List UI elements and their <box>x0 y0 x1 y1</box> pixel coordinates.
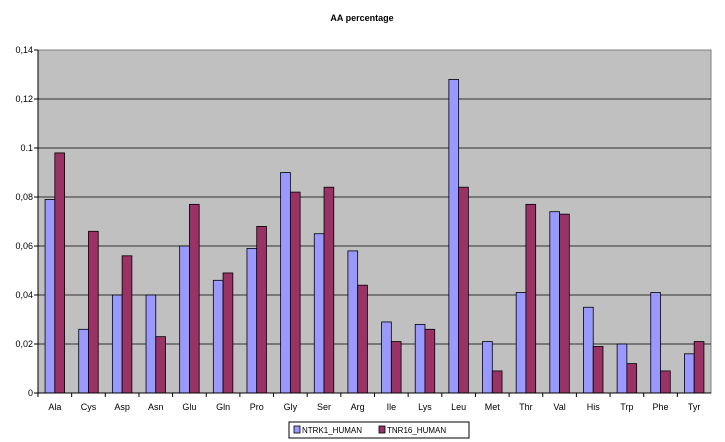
x-tick-label: Lys <box>418 402 432 412</box>
bar-ntrk1-human-val <box>549 211 560 394</box>
x-tick-label: Asn <box>148 402 164 412</box>
x-tick-label: Ala <box>48 402 61 412</box>
bar-tnr16-human-asp <box>121 255 133 394</box>
x-tick-label: Phe <box>653 402 669 412</box>
bar-ntrk1-human-leu <box>448 79 460 394</box>
bar-tnr16-human-ala <box>54 152 65 394</box>
bar-ntrk1-human-cys <box>78 328 89 394</box>
y-tick-label: 0,06 <box>15 241 33 251</box>
x-tick-label: Thr <box>519 402 533 412</box>
x-tick-label: Leu <box>451 402 466 412</box>
bar-ntrk1-human-pro <box>246 248 258 394</box>
legend-label: TNR16_HUMAN <box>387 426 446 435</box>
bar-ntrk1-human-ser <box>313 233 325 394</box>
bar-tnr16-human-gln <box>222 272 234 394</box>
bar-tnr16-human-ser <box>323 186 335 394</box>
legend-label: NTRK1_HUMAN <box>302 426 362 435</box>
bar-tnr16-human-phe <box>660 370 671 394</box>
y-tick-label: 0,12 <box>15 94 33 104</box>
legend-swatch <box>378 425 386 434</box>
bar-tnr16-human-val <box>559 213 570 394</box>
bar-tnr16-human-glu <box>189 203 200 394</box>
bar-ntrk1-human-trp <box>616 343 628 394</box>
x-tick-label: Arg <box>351 402 365 412</box>
y-tick-label: 0.1 <box>20 143 33 153</box>
y-tick-label: 0,04 <box>15 290 33 300</box>
x-tick-label: Ile <box>387 402 397 412</box>
bar-tnr16-human-cys <box>88 230 99 394</box>
legend: NTRK1_HUMAN TNR16_HUMAN <box>288 421 470 439</box>
bar-ntrk1-human-asn <box>145 294 157 394</box>
x-tick-label: Gln <box>216 402 230 412</box>
y-tick-label: 0,08 <box>15 192 33 202</box>
bar-tnr16-human-lys <box>424 328 436 394</box>
bar-tnr16-human-asn <box>155 336 166 394</box>
x-tick-label: Glu <box>182 402 196 412</box>
x-tick-label: Asp <box>114 402 130 412</box>
bar-tnr16-human-thr <box>525 203 537 394</box>
chart-title: AA percentage <box>330 13 393 23</box>
y-tick-label: 0,14 <box>15 45 33 55</box>
bar-tnr16-human-his <box>592 346 604 394</box>
bar-ntrk1-human-met <box>482 341 493 394</box>
bar-tnr16-human-leu <box>458 186 469 394</box>
x-tick-label: Ser <box>317 402 331 412</box>
bar-ntrk1-human-ala <box>44 199 56 394</box>
bar-tnr16-human-ile <box>390 341 402 394</box>
bar-ntrk1-human-ile <box>381 321 392 394</box>
y-tick-label: 0,02 <box>15 339 33 349</box>
bar-tnr16-human-trp <box>626 363 638 394</box>
x-tick-label: Gly <box>284 402 298 412</box>
bar-tnr16-human-gly <box>289 191 301 394</box>
x-tick-label: Val <box>553 402 565 412</box>
bar-ntrk1-human-gly <box>280 172 291 394</box>
bar-tnr16-human-arg <box>357 284 368 394</box>
bar-ntrk1-human-his <box>583 306 594 394</box>
y-tick-label: 0 <box>28 388 33 398</box>
plot-area <box>37 49 712 394</box>
x-tick-label: His <box>587 402 600 412</box>
bar-tnr16-human-tyr <box>693 341 705 394</box>
x-tick-label: Cys <box>81 402 97 412</box>
bar-ntrk1-human-arg <box>347 250 359 394</box>
bar-ntrk1-human-tyr <box>684 353 695 394</box>
bar-ntrk1-human-phe <box>650 292 661 394</box>
legend-swatch <box>293 425 301 434</box>
y-axis: 0 0,02 0,04 0,06 0,08 0.1 0,12 0,14 <box>15 45 39 398</box>
x-tick-label: Tyr <box>688 402 701 412</box>
bar-tnr16-human-met <box>491 370 503 394</box>
bar-ntrk1-human-gln <box>212 279 224 394</box>
bar-ntrk1-human-glu <box>179 245 190 394</box>
x-tick-label: Trp <box>620 402 633 412</box>
bar-tnr16-human-pro <box>256 225 267 394</box>
x-tick-label: Pro <box>250 402 264 412</box>
x-tick-label: Met <box>485 402 501 412</box>
bar-ntrk1-human-lys <box>414 323 426 394</box>
x-axis: Ala Cys Asp Asn Glu Gln Pro Gly Ser Arg Ile Lys Leu M… <box>37 392 711 412</box>
bar-ntrk1-human-thr <box>515 292 527 394</box>
bar-ntrk1-human-asp <box>111 294 123 394</box>
